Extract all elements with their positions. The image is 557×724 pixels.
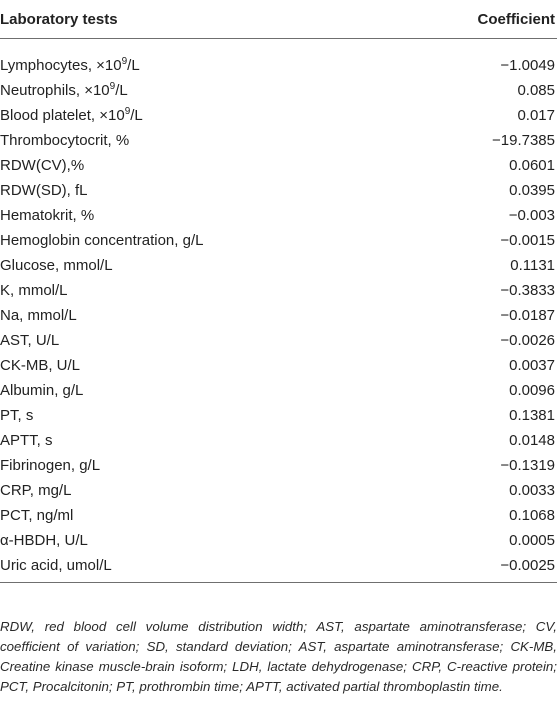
lab-test-label-text: Fibrinogen, g/L [0, 457, 101, 474]
lab-test-label-text: Lymphocytes, ×10 [0, 57, 122, 74]
lab-test-name: Na, mmol/L [0, 303, 380, 328]
lab-coefficient-table-container: Laboratory tests Coefficient Lymphocytes… [0, 0, 557, 583]
table-row: Fibrinogen, g/L −0.1319 [0, 453, 557, 478]
lab-test-name: Thrombocytocrit, % [0, 128, 380, 153]
coefficient-value: 0.1381 [509, 407, 555, 424]
lab-test-label-text: RDW(SD), fL [0, 182, 88, 199]
unit-exponent: 9 [124, 106, 131, 117]
table-row: Uric acid, umol/L −0.0025 [0, 553, 557, 583]
coefficient-value: 0.0601 [509, 157, 555, 174]
lab-test-name: PT, s [0, 403, 380, 428]
lab-test-label-text: CK-MB, U/L [0, 357, 81, 374]
lab-test-name: Neutrophils, ×109/L [0, 78, 380, 103]
lab-test-label-text: Thrombocytocrit, % [0, 132, 130, 149]
lab-test-label-text: Hemoglobin concentration, g/L [0, 232, 204, 249]
coefficient-value: 0.0037 [509, 357, 555, 374]
lab-test-label-text: Albumin, g/L [0, 382, 84, 399]
lab-test-label-text: Uric acid, umol/L [0, 557, 112, 574]
table-body: Lymphocytes, ×109/L −1.0049 Neutrophils, ×… [0, 39, 557, 583]
lab-test-name: AST, U/L [0, 328, 380, 353]
table-row: Lymphocytes, ×109/L −1.0049 [0, 39, 557, 79]
table-row: Na, mmol/L −0.0187 [0, 303, 557, 328]
lab-test-label-text: Na, mmol/L [0, 307, 77, 324]
lab-test-label-text: PT, s [0, 407, 34, 424]
lab-test-name: α-HBDH, U/L [0, 528, 380, 553]
coefficient-value: −0.1319 [500, 457, 555, 474]
table-header-row: Laboratory tests Coefficient [0, 0, 557, 39]
lab-test-label-text: Blood platelet, ×10 [0, 107, 125, 124]
coefficient-value: −0.0015 [500, 232, 555, 249]
coefficient-value: −19.7385 [492, 132, 555, 149]
table-row: Albumin, g/L 0.0096 [0, 378, 557, 403]
unit-exponent: 9 [109, 81, 116, 92]
lab-test-label-text: Glucose, mmol/L [0, 257, 113, 274]
lab-test-label-text: CRP, mg/L [0, 482, 72, 499]
lab-test-label-text: PCT, ng/ml [0, 507, 74, 524]
lab-test-name: CRP, mg/L [0, 478, 380, 503]
coefficient-value: 0.0395 [509, 182, 555, 199]
table-row: Hemoglobin concentration, g/L −0.0015 [0, 228, 557, 253]
unit-exponent: 9 [121, 56, 128, 67]
lab-test-label-text: AST, U/L [0, 332, 60, 349]
table-footnote: RDW, red blood cell volume distribution … [0, 619, 557, 694]
table-row: CK-MB, U/L 0.0037 [0, 353, 557, 378]
table-row: Hematokrit, % −0.003 [0, 203, 557, 228]
lab-test-name: Fibrinogen, g/L [0, 453, 380, 478]
coefficient-value: −1.0049 [500, 57, 555, 74]
table-row: Thrombocytocrit, % −19.7385 [0, 128, 557, 153]
header-coefficient: Coefficient [380, 0, 557, 39]
lab-test-label-text: Hematokrit, % [0, 207, 95, 224]
lab-test-name: Blood platelet, ×109/L [0, 103, 380, 128]
unit-suffix: /L [115, 82, 128, 99]
coefficient-value: −0.0187 [500, 307, 555, 324]
table-row: APTT, s 0.0148 [0, 428, 557, 453]
lab-test-name: PCT, ng/ml [0, 503, 380, 528]
lab-coefficient-table: Laboratory tests Coefficient Lymphocytes… [0, 0, 557, 583]
lab-test-name: Hemoglobin concentration, g/L [0, 228, 380, 253]
lab-test-name: Lymphocytes, ×109/L [0, 39, 380, 79]
table-row: Blood platelet, ×109/L 0.017 [0, 103, 557, 128]
lab-test-name: RDW(SD), fL [0, 178, 380, 203]
lab-test-label-text: RDW(CV),% [0, 157, 85, 174]
lab-test-name: Hematokrit, % [0, 203, 380, 228]
coefficient-value: −0.0026 [500, 332, 555, 349]
lab-test-label-text: Neutrophils, ×10 [0, 82, 110, 99]
lab-test-label-text: α-HBDH, U/L [0, 532, 88, 549]
lab-test-label-text: K, mmol/L [0, 282, 68, 299]
table-row: Neutrophils, ×109/L 0.085 [0, 78, 557, 103]
coefficient-value: −0.3833 [500, 282, 555, 299]
coefficient-value: −0.003 [508, 207, 555, 224]
coefficient-value: 0.017 [517, 107, 555, 124]
unit-suffix: /L [127, 57, 140, 74]
coefficient-value: 0.1068 [509, 507, 555, 524]
table-row: PCT, ng/ml 0.1068 [0, 503, 557, 528]
table-row: Glucose, mmol/L 0.1131 [0, 253, 557, 278]
table-row: AST, U/L −0.0026 [0, 328, 557, 353]
lab-test-name: APTT, s [0, 428, 380, 453]
coefficient-value: 0.085 [517, 82, 555, 99]
lab-test-label-text: APTT, s [0, 432, 53, 449]
coefficient-value: 0.0033 [509, 482, 555, 499]
lab-test-name: RDW(CV),% [0, 153, 380, 178]
header-laboratory-tests: Laboratory tests [0, 0, 380, 39]
coefficient-value: 0.1131 [510, 257, 555, 274]
table-row: K, mmol/L −0.3833 [0, 278, 557, 303]
coefficient-value: 0.0005 [509, 532, 555, 549]
lab-test-name: K, mmol/L [0, 278, 380, 303]
lab-test-name: Glucose, mmol/L [0, 253, 380, 278]
coefficient-value: −0.0025 [380, 553, 557, 583]
lab-test-name: Albumin, g/L [0, 378, 380, 403]
table-row: α-HBDH, U/L 0.0005 [0, 528, 557, 553]
table-row: PT, s 0.1381 [0, 403, 557, 428]
table-row: RDW(CV),% 0.0601 [0, 153, 557, 178]
lab-test-name: CK-MB, U/L [0, 353, 380, 378]
coefficient-value: 0.0096 [509, 382, 555, 399]
table-row: RDW(SD), fL 0.0395 [0, 178, 557, 203]
coefficient-value: 0.0148 [509, 432, 555, 449]
lab-test-name: Uric acid, umol/L [0, 553, 380, 583]
table-row: CRP, mg/L 0.0033 [0, 478, 557, 503]
unit-suffix: /L [130, 107, 143, 124]
